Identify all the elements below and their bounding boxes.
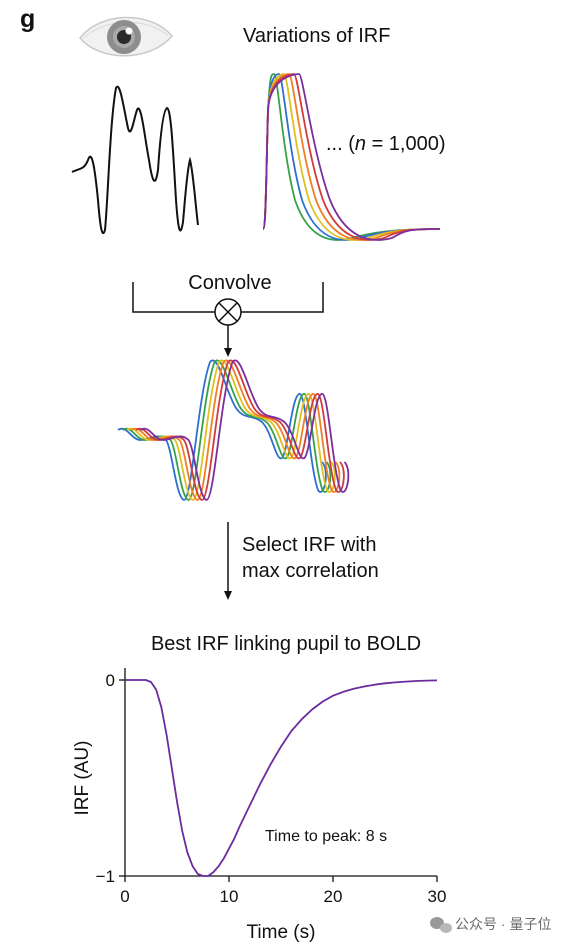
convolved-signal-curve [121, 359, 332, 501]
time-to-peak-annotation: Time to peak: 8 s [265, 828, 387, 845]
convolve-arrow-head [224, 348, 232, 357]
x-tick-label: 30 [428, 887, 447, 906]
irf-variation-curve [262, 73, 441, 241]
x-tick-label: 0 [120, 887, 129, 906]
convolved-signal-curve [135, 359, 345, 501]
convolved-signal-curve [126, 359, 336, 501]
irf-variations-title: Variations of IRF [243, 25, 390, 47]
best-irf-line [125, 679, 438, 877]
x-axis-label: Time (s) [247, 922, 316, 943]
x-tick-label: 20 [324, 887, 343, 906]
convolved-signals [117, 359, 350, 501]
n-count-label: ... (n = 1,000) [326, 133, 446, 155]
y-tick-label: −1 [96, 867, 115, 886]
convolve-bracket [132, 282, 324, 350]
irf-variations-curves [262, 73, 441, 241]
convolved-signal-curve [130, 359, 341, 501]
chart-title: Best IRF linking pupil to BOLD [151, 633, 421, 655]
y-tick-label: 0 [106, 671, 115, 690]
select-label-line2: max correlation [242, 560, 379, 582]
best-irf-chart: 0 10 20 30 0 −1 Time (s) IRF (AU) [72, 668, 446, 943]
select-arrow-head [224, 591, 232, 600]
wechat-icon [430, 917, 452, 933]
y-axis-label: IRF (AU) [72, 741, 93, 816]
irf-variation-curve [262, 73, 441, 241]
pupil-signal-trace [71, 85, 199, 235]
eye-icon [79, 16, 173, 57]
watermark-text: 公众号 · 量子位 [455, 916, 551, 932]
select-label-line1: Select IRF with [242, 534, 376, 556]
panel-letter: g [20, 5, 35, 33]
convolve-label: Convolve [188, 272, 271, 294]
x-tick-label: 10 [220, 887, 239, 906]
convolved-signal-curve [139, 359, 350, 501]
